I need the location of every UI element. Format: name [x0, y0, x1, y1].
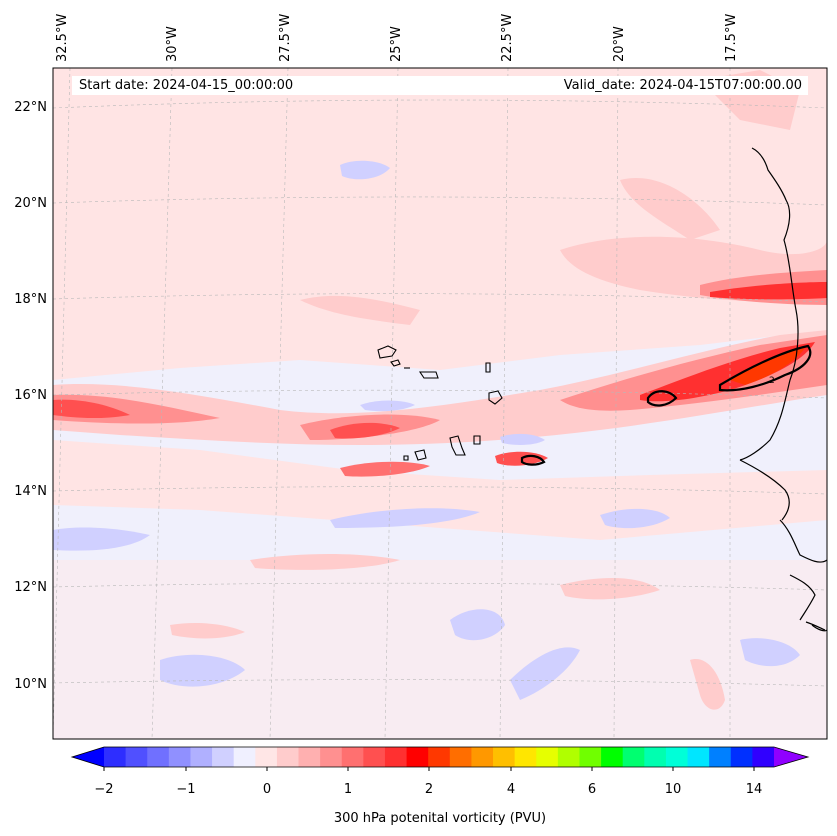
- colorbar-swatch: [644, 747, 667, 767]
- colorbar-swatch: [255, 747, 278, 767]
- colorbar-tick-label: −1: [176, 782, 195, 797]
- colorbar-swatch: [752, 747, 775, 767]
- lon-label: 22.5°W: [500, 14, 515, 62]
- colorbar-swatch: [730, 747, 753, 767]
- colorbar-swatch: [320, 747, 343, 767]
- colorbar-extend-max: [774, 747, 808, 767]
- colorbar-swatch: [298, 747, 321, 767]
- colorbar-swatch: [276, 747, 300, 767]
- contour-label: 2: [769, 376, 775, 386]
- lon-label: 20°W: [612, 26, 627, 62]
- colorbar-swatch: [493, 747, 516, 767]
- pv-streak-3: [620, 178, 720, 240]
- colorbar-swatch: [579, 747, 602, 767]
- colorbar-swatch: [449, 747, 472, 767]
- colorbar-tick-label: 1: [344, 782, 352, 797]
- colorbar-swatch: [384, 747, 408, 767]
- pv-core-south: [340, 461, 430, 477]
- graticule: [53, 68, 827, 739]
- colorbar-swatch: [514, 747, 537, 767]
- lat-label: 20°N: [14, 196, 47, 211]
- colorbar-swatch: [212, 747, 235, 767]
- colorbar-swatch: [557, 747, 580, 767]
- pv-negative-5: [160, 654, 245, 687]
- lat-label: 14°N: [14, 484, 47, 499]
- lon-label: 25°W: [389, 26, 404, 62]
- start-date-label: Start date: 2024-04-15_00:00:00: [75, 77, 298, 94]
- valid-date-label: Valid_date: 2024-04-15T07:00:00.00: [559, 77, 806, 94]
- colorbar-ticks: −2 −1 0 1 2 4 6 10 14: [94, 782, 762, 797]
- pv-negative-6: [340, 160, 390, 180]
- colorbar: [70, 746, 810, 771]
- colorbar-tick-label: 10: [665, 782, 682, 797]
- lat-label: 10°N: [14, 677, 47, 692]
- pv-negative-9: [740, 638, 800, 667]
- colorbar-swatch: [406, 747, 429, 767]
- cape-verde-islands: [377, 345, 503, 461]
- lat-label: 16°N: [14, 388, 47, 403]
- colorbar-swatch: [665, 747, 689, 767]
- pv-core-east: [640, 342, 815, 402]
- colorbar-swatch: [341, 747, 364, 767]
- colorbar-swatch: [428, 747, 451, 767]
- colorbar-outline: [70, 746, 810, 768]
- pv-streak-4: [300, 295, 420, 325]
- colorbar-extend-min: [72, 747, 104, 767]
- colorbar-swatch: [471, 747, 494, 767]
- colorbar-swatch: [622, 747, 645, 767]
- colorbar-swatch: [536, 747, 559, 767]
- pv-core-east-2: [710, 282, 827, 300]
- pv-contour-2: [520, 344, 812, 466]
- colorbar-tick-label: 6: [588, 782, 596, 797]
- pv-negative-8: [360, 400, 415, 412]
- colorbar-swatch: [104, 747, 127, 767]
- pv-core-central: [330, 422, 400, 439]
- pv-negative-10: [600, 508, 670, 529]
- lon-label: 27.5°W: [278, 14, 293, 62]
- colorbar-swatch: [233, 747, 256, 767]
- pv-band-north: [53, 68, 827, 380]
- colorbar-tick-label: 4: [507, 782, 515, 797]
- colorbar-swatch: [190, 747, 213, 767]
- colorbar-swatch: [125, 747, 148, 767]
- colorbar-tick-label: 14: [746, 782, 763, 797]
- pv-negative-4: [510, 647, 580, 700]
- pv-negative-7: [500, 433, 545, 445]
- pv-core-max: [730, 348, 805, 385]
- lon-label: 17.5°W: [724, 14, 739, 62]
- pv-negative-1: [53, 527, 150, 551]
- colorbar-swatch: [709, 747, 732, 767]
- colorbar-swatch: [168, 747, 191, 767]
- colorbar-tick-label: 0: [263, 782, 271, 797]
- pv-field: 2: [53, 68, 827, 739]
- pv-main-band-light: [53, 330, 827, 445]
- pv-streak-7: [250, 554, 400, 570]
- colorbar-swatch: [363, 747, 386, 767]
- map-border: [52, 67, 828, 740]
- pv-streak-6: [690, 659, 725, 710]
- colorbar-swatch: [147, 747, 170, 767]
- lat-label: 12°N: [14, 580, 47, 595]
- colorbar-swatch: [601, 747, 624, 767]
- pv-band-south: [53, 560, 827, 739]
- colorbar-tick-label: −2: [94, 782, 113, 797]
- pv-core-west: [53, 399, 130, 419]
- longitude-labels: 32.5°W 30°W 27.5°W 25°W 22.5°W 20°W 17.5…: [55, 14, 739, 62]
- coastline: [739, 147, 827, 632]
- latitude-labels: 22°N 20°N 18°N 16°N 14°N 12°N 10°N: [14, 100, 47, 692]
- pv-negative-2: [330, 508, 480, 528]
- lat-label: 18°N: [14, 292, 47, 307]
- colorbar-swatch: [687, 747, 710, 767]
- pv-streak-5: [170, 622, 245, 639]
- colorbar-tick-label: 2: [425, 782, 433, 797]
- lon-label: 32.5°W: [55, 14, 70, 62]
- lon-label: 30°W: [165, 26, 180, 62]
- colorbar-title: 300 hPa potenital vorticity (PVU): [334, 811, 546, 826]
- pv-streak-8: [560, 578, 660, 600]
- lat-label: 22°N: [14, 100, 47, 115]
- pv-negative-3: [450, 609, 505, 641]
